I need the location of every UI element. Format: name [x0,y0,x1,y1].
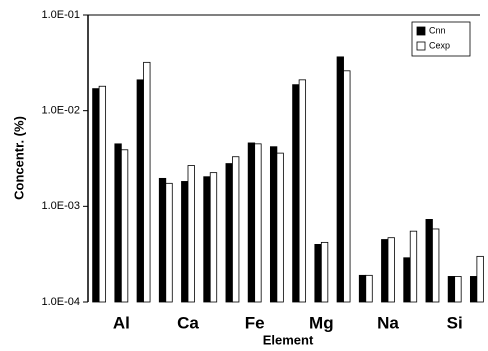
bar [187,165,195,303]
bar [269,146,278,303]
bar [447,276,456,303]
bar [158,177,167,303]
x-tick-label: Ca [177,313,199,332]
y-tick-label: 1.0E-03 [41,200,80,212]
bar [314,244,322,303]
bar [365,274,373,303]
x-tick-label: Fe [245,313,265,332]
bar [336,56,344,303]
x-tick-label: Mg [309,313,334,332]
bar [298,79,307,303]
bar [143,61,151,303]
bar [409,230,418,303]
bar [381,239,389,303]
bar [98,85,107,303]
legend-label: Cexp [429,40,450,50]
bar [225,163,233,303]
bar [403,257,411,303]
bar [476,255,484,303]
bar [425,219,433,303]
bar [432,228,440,303]
bar [181,181,189,303]
bar [165,182,173,303]
bar [92,88,100,303]
y-axis-label: Concentr. (%) [11,116,26,200]
bar [114,143,122,303]
bar [454,276,462,303]
bar [292,84,300,303]
x-tick-label: Al [113,313,130,332]
bar [247,142,256,303]
legend-swatch [416,26,426,36]
bar [136,79,144,303]
bar [276,152,284,303]
legend-swatch [416,41,426,51]
x-tick-label: Na [377,313,399,332]
y-tick-label: 1.0E-04 [41,296,80,308]
bar [232,156,240,303]
bar [209,172,218,303]
bar [120,149,129,303]
x-axis-label: Element [263,332,314,347]
bar [203,176,211,303]
x-tick-label: Si [447,313,463,332]
bar [358,274,367,303]
y-tick-label: 1.0E-02 [41,105,80,117]
bar [343,70,351,303]
bar [387,237,395,303]
legend-label: Cnn [429,25,446,35]
bar [254,143,262,303]
bar [320,241,329,303]
bar [469,276,478,303]
y-tick-label: 1.0E-01 [41,9,80,21]
